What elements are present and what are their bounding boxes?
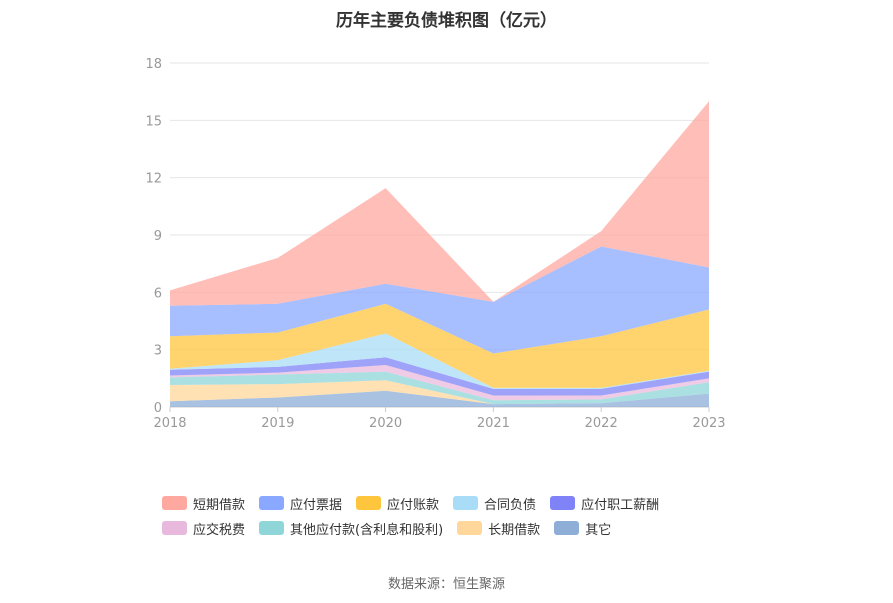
area-应交税费 bbox=[170, 364, 709, 401]
y-tick-label: 18 bbox=[145, 57, 162, 72]
y-tick-label: 0 bbox=[154, 401, 162, 416]
x-tick-label: 2023 bbox=[692, 416, 725, 431]
legend-label: 其他应付款(含利息和股利) bbox=[290, 522, 444, 538]
area-应付账款 bbox=[170, 303, 709, 388]
legend-swatch bbox=[259, 496, 285, 510]
x-tick-label: 2020 bbox=[369, 416, 402, 431]
area-series bbox=[170, 101, 709, 407]
legend-label: 应付账款 bbox=[387, 497, 440, 513]
legend-item[interactable]: 短期借款 bbox=[162, 495, 246, 513]
legend-label: 应交税费 bbox=[193, 522, 246, 538]
legend-swatch bbox=[453, 496, 479, 510]
y-tick-label: 9 bbox=[154, 229, 162, 244]
area-短期借款 bbox=[170, 101, 709, 306]
area-合同负债 bbox=[170, 333, 709, 389]
legend-item[interactable]: 应交税费 bbox=[162, 520, 246, 538]
area-应付票据 bbox=[170, 246, 709, 354]
legend-swatch bbox=[259, 521, 285, 535]
legend-item[interactable]: 应付票据 bbox=[259, 495, 343, 513]
x-tick-label: 2018 bbox=[153, 416, 186, 431]
legend-label: 短期借款 bbox=[193, 497, 246, 513]
x-tick-label: 2021 bbox=[477, 416, 510, 431]
legend-swatch bbox=[554, 521, 580, 535]
legend-swatch bbox=[457, 521, 483, 535]
x-axis-ticks: 2018 2019 2020 2021 2022 2023 bbox=[153, 407, 726, 431]
legend-swatch bbox=[550, 496, 576, 510]
y-tick-label: 3 bbox=[154, 344, 162, 359]
legend-item[interactable]: 其他应付款(含利息和股利) bbox=[259, 520, 444, 538]
area-应付职工薪酬 bbox=[170, 357, 709, 396]
legend-label: 其它 bbox=[585, 522, 612, 538]
legend-label: 应付票据 bbox=[290, 497, 343, 513]
legend-label: 合同负债 bbox=[484, 497, 537, 513]
legend-item[interactable]: 应付账款 bbox=[356, 495, 440, 513]
area-其他应付款(含利息和股利) bbox=[170, 371, 709, 405]
y-tick-label: 15 bbox=[145, 114, 162, 129]
legend-swatch bbox=[162, 496, 187, 510]
legend-item[interactable]: 应付职工薪酬 bbox=[550, 495, 660, 513]
data-source: 数据来源：恒生聚源 bbox=[387, 577, 505, 592]
legend-swatch bbox=[162, 521, 187, 535]
y-tick-label: 6 bbox=[154, 286, 162, 301]
area-长期借款 bbox=[170, 380, 709, 405]
legend: 短期借款 应付票据 应付账款 合同负债 应付职工薪酬应交税费 其他应付款(含利息和股利) 长… bbox=[162, 495, 762, 545]
legend-label: 长期借款 bbox=[488, 522, 541, 538]
y-axis-ticks: 0 3 6 9 12 15 18 bbox=[145, 57, 162, 416]
legend-label: 应付职工薪酬 bbox=[581, 497, 660, 513]
x-tick-label: 2022 bbox=[585, 416, 618, 431]
legend-swatch bbox=[356, 496, 382, 510]
x-tick-label: 2019 bbox=[261, 416, 294, 431]
chart-title: 历年主要负债堆积图（亿元） bbox=[336, 11, 557, 31]
legend-item[interactable]: 长期借款 bbox=[457, 520, 541, 538]
y-tick-label: 12 bbox=[145, 172, 162, 187]
legend-item[interactable]: 其它 bbox=[554, 520, 612, 538]
area-其它 bbox=[170, 390, 709, 407]
legend-item[interactable]: 合同负债 bbox=[453, 495, 537, 513]
